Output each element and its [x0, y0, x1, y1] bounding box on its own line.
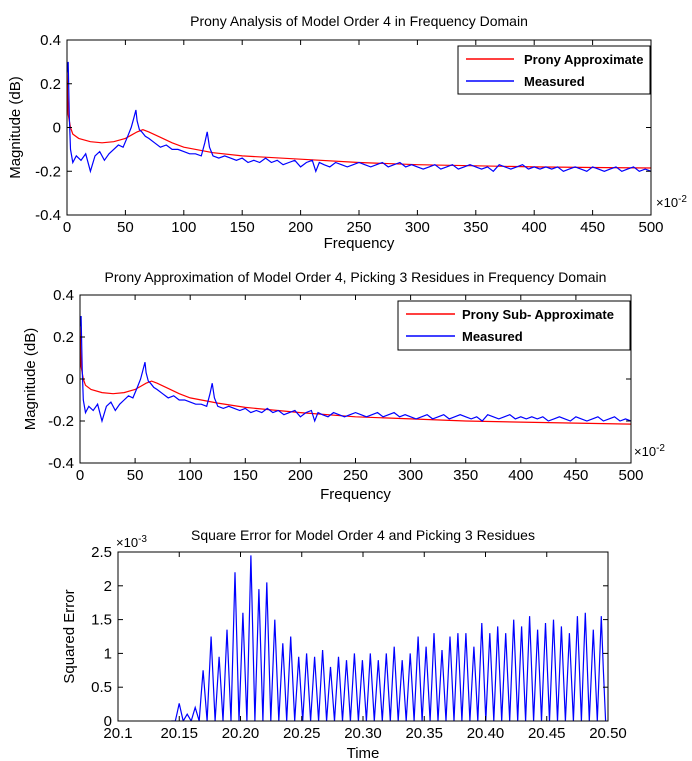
series-line-1: [171, 555, 605, 721]
y-axis-label: Squared Error: [61, 589, 78, 683]
legend: Prony Approximate Measured: [458, 46, 650, 94]
x-tick-label: 500: [638, 219, 663, 236]
legend-label-2: Measured: [524, 74, 585, 89]
x-tick-label: 450: [563, 467, 588, 484]
y-tick-label: 0.4: [40, 32, 61, 49]
chart-title: Square Error for Model Order 4 and Picki…: [191, 527, 535, 543]
x-tick-label: 20.25: [283, 725, 321, 742]
y-tick-label: -0.4: [48, 455, 74, 472]
x-tick-label: 0: [63, 219, 71, 236]
y-tick-label: 1.5: [91, 612, 112, 629]
x-tick-label: 20.20: [222, 725, 260, 742]
x-tick-label: 20.35: [405, 725, 443, 742]
y-tick-label: 0.2: [40, 76, 61, 93]
x-tick-label: 450: [580, 219, 605, 236]
y-tick-label: 2.5: [91, 544, 112, 561]
y-tick-label: 0.2: [53, 329, 74, 346]
x-tick-label: 150: [230, 219, 255, 236]
y-tick-label: -0.2: [48, 413, 74, 430]
x-tick-label: 100: [171, 219, 196, 236]
chart-title: Prony Approximation of Model Order 4, Pi…: [105, 269, 607, 285]
x-tick-label: 200: [288, 219, 313, 236]
y-tick-label: -0.4: [35, 207, 61, 224]
legend: Prony Sub- Approximate Measured: [398, 301, 630, 350]
x-tick-label: 400: [522, 219, 547, 236]
x-multiplier-exponent: -2: [678, 194, 687, 205]
y-tick-label: 0.5: [91, 679, 112, 696]
x-tick-label: 400: [508, 467, 533, 484]
y-multiplier-exponent: -3: [138, 534, 147, 545]
x-tick-label: 50: [117, 219, 134, 236]
legend-label-1: Prony Approximate: [524, 52, 643, 67]
y-tick-label: 0: [66, 371, 74, 388]
legend-label-2: Measured: [462, 329, 523, 344]
x-tick-label: 200: [288, 467, 313, 484]
x-multiplier-exponent: -2: [656, 443, 665, 454]
x-axis-label: Frequency: [324, 235, 395, 252]
x-tick-label: 20.30: [344, 725, 382, 742]
y-axis-label: Magnitude (dB): [22, 328, 39, 431]
x-tick-label: 250: [343, 467, 368, 484]
y-axis-label: Magnitude (dB): [7, 76, 24, 179]
x-tick-label: 300: [405, 219, 430, 236]
chart-2: Prony Approximation of Model Order 4, Pi…: [22, 269, 665, 503]
x-axis-label: Frequency: [320, 486, 391, 503]
x-tick-label: 20.50: [589, 725, 627, 742]
x-tick-label: 500: [618, 467, 643, 484]
chart-3: Square Error for Model Order 4 and Picki…: [61, 527, 627, 761]
x-tick-label: 0: [76, 467, 84, 484]
x-tick-label: 100: [178, 467, 203, 484]
x-tick-label: 300: [398, 467, 423, 484]
y-tick-label: 0: [53, 120, 61, 137]
y-multiplier-label: ×10-3: [116, 534, 147, 550]
x-tick-label: 20.40: [467, 725, 505, 742]
x-tick-label: 150: [233, 467, 258, 484]
x-axis-label: Time: [347, 745, 380, 761]
x-tick-label: 20.45: [528, 725, 566, 742]
y-tick-label: 1: [104, 645, 112, 662]
y-tick-label: -0.2: [35, 163, 61, 180]
x-multiplier-label: ×10-2: [656, 194, 687, 210]
y-tick-label: 0.4: [53, 287, 74, 304]
y-tick-label: 0: [104, 713, 112, 730]
x-tick-label: 50: [127, 467, 144, 484]
legend-label-1: Prony Sub- Approximate: [462, 307, 614, 322]
x-tick-label: 350: [463, 219, 488, 236]
x-tick-label: 20.15: [160, 725, 198, 742]
x-tick-label: 350: [453, 467, 478, 484]
x-tick-label: 250: [346, 219, 371, 236]
x-multiplier-label: ×10-2: [634, 443, 665, 459]
y-tick-label: 2: [104, 578, 112, 595]
chart-1: Prony Analysis of Model Order 4 in Frequ…: [7, 13, 687, 252]
chart-title: Prony Analysis of Model Order 4 in Frequ…: [190, 13, 528, 29]
